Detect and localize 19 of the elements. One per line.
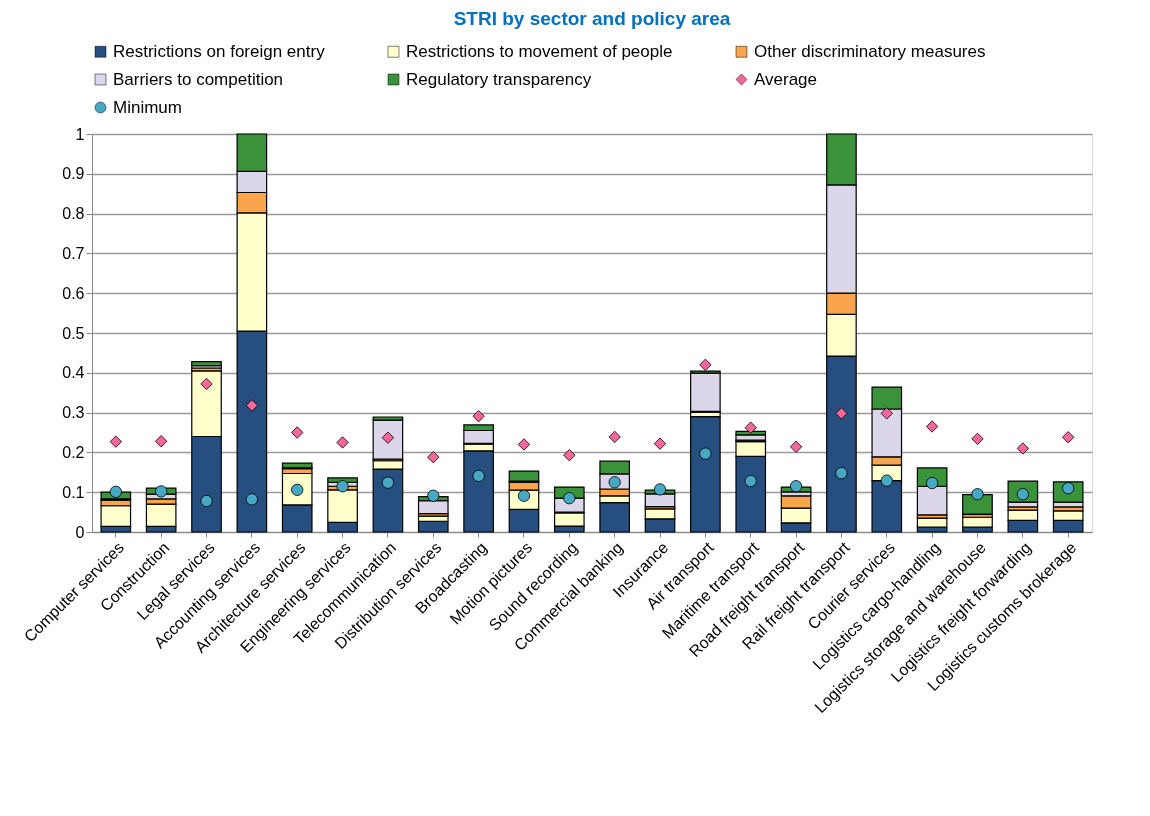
- y-tick-label: 0.1: [62, 483, 85, 501]
- y-tick-label: 0.3: [62, 404, 85, 422]
- legend-label: Restrictions on foreign entry: [113, 41, 326, 61]
- y-tick-label: 1: [75, 125, 85, 143]
- y-tick-label: 0.2: [62, 443, 85, 461]
- legend-label: Other discriminatory measures: [754, 41, 986, 61]
- chart-title: STRI by sector and policy area: [453, 8, 731, 29]
- y-tick-label: 0.8: [62, 205, 85, 223]
- legend-label: Regulatory transparency: [406, 69, 592, 89]
- legend-label: Restrictions to movement of people: [406, 41, 673, 61]
- legend-label: Barriers to competition: [113, 69, 284, 89]
- y-tick-label: 0.6: [62, 284, 85, 302]
- y-tick-label: 0: [75, 523, 85, 541]
- y-tick-label: 0.7: [62, 244, 85, 262]
- legend-label: Average: [754, 69, 818, 89]
- y-tick-label: 0.5: [62, 324, 85, 342]
- y-tick-label: 0.9: [62, 165, 85, 183]
- y-tick-label: 0.4: [62, 364, 85, 382]
- legend-label: Minimum: [113, 97, 182, 117]
